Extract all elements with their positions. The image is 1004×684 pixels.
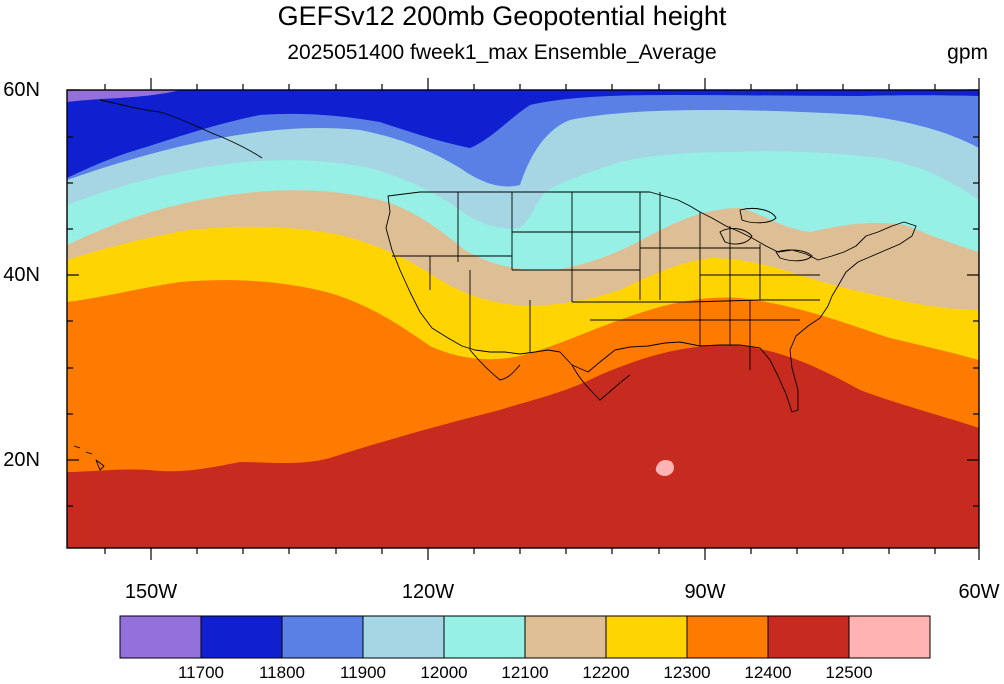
colorbar-swatch [119, 615, 202, 659]
colorbar-label: 12200 [582, 663, 630, 682]
lat-label-40n: 40N [3, 264, 40, 286]
colorbar-swatch [848, 615, 931, 659]
colorbar-swatch [767, 615, 850, 659]
colorbar-label: 12400 [744, 663, 792, 682]
band-11700 [67, 90, 180, 102]
colorbar-swatch [686, 615, 769, 659]
colorbar-label: 12300 [663, 663, 711, 682]
colorbar [119, 615, 931, 659]
contour-fill [67, 90, 979, 548]
country-borders [73, 99, 917, 471]
lon-label-90w: 90W [684, 581, 726, 603]
colorbar-label: 11900 [339, 663, 387, 682]
units-label: gpm [947, 41, 988, 64]
colorbar-label: 12000 [420, 663, 468, 682]
axis-ticks [67, 78, 980, 560]
map-subtitle: 2025051400 fweek1_max Ensemble_Average [287, 41, 717, 64]
colorbar-swatch [524, 615, 607, 659]
lon-label-150w: 150W [124, 581, 178, 603]
colorbar-swatch [443, 615, 526, 659]
colorbar-swatch [362, 615, 445, 659]
lat-label-60n: 60N [3, 79, 40, 101]
colorbar-label: 12100 [501, 663, 549, 682]
band-11800 [67, 90, 979, 178]
colorbar-swatch [281, 615, 364, 659]
lon-label-120w: 120W [401, 581, 455, 603]
map-title: GEFSv12 200mb Geopotential height [277, 1, 727, 31]
colorbar-label: 12500 [825, 663, 873, 682]
band-11900 [67, 90, 979, 187]
lon-label-60w: 60W [958, 581, 1000, 603]
colorbar-swatch [200, 615, 283, 659]
colorbar-label: 11700 [177, 663, 225, 682]
colorbar-swatch [605, 615, 688, 659]
colorbar-label: 11800 [258, 663, 306, 682]
band-12600 [655, 460, 674, 476]
lat-label-20n: 20N [3, 449, 40, 471]
map-frame [66, 89, 980, 549]
